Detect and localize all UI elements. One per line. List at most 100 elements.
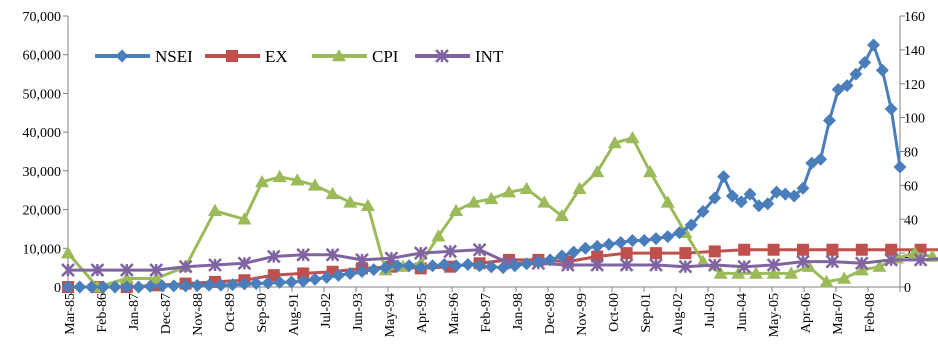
legend-marker <box>332 49 346 62</box>
data-point-int <box>737 259 752 274</box>
data-point-cpi <box>237 212 252 225</box>
data-point-nsei <box>734 195 748 209</box>
data-point-int <box>854 256 869 271</box>
y-left-tick-label: 10,000 <box>23 242 62 257</box>
data-point-nsei <box>214 278 228 292</box>
legend-item-nsei: NSEI <box>95 47 193 66</box>
data-point-cpi <box>149 271 164 284</box>
data-point-int <box>119 263 134 277</box>
data-point-int <box>266 249 281 264</box>
legend-item-ex: EX <box>205 47 288 66</box>
x-tick-label: Jun-04 <box>735 293 750 331</box>
data-point-nsei <box>761 197 775 211</box>
data-point-int <box>884 253 899 267</box>
data-point-cpi <box>484 191 499 205</box>
legend-item-int: INT <box>415 47 504 66</box>
data-point-nsei <box>96 280 110 294</box>
data-point-nsei <box>320 270 334 284</box>
data-point-nsei <box>261 276 275 290</box>
legend-marker <box>226 50 238 62</box>
data-point-nsei <box>167 279 181 293</box>
data-point-cpi <box>290 173 305 186</box>
data-point-ex <box>826 243 839 256</box>
data-point-cpi <box>554 208 569 222</box>
data-point-nsei <box>85 280 99 294</box>
data-point-nsei <box>531 255 545 269</box>
data-point-nsei <box>673 226 687 240</box>
data-point-cpi <box>784 266 799 279</box>
data-point-nsei <box>614 235 628 249</box>
data-point-nsei <box>449 259 463 273</box>
data-point-nsei <box>884 102 898 116</box>
data-point-nsei <box>414 261 428 275</box>
legend-marker <box>435 49 449 63</box>
data-point-cpi <box>748 266 763 279</box>
data-point-nsei <box>508 259 522 273</box>
data-point-cpi <box>907 246 922 259</box>
y-right-tick-label: 120 <box>904 78 925 93</box>
y-right-tick-label: 100 <box>904 112 925 127</box>
axes: 0 10,000 20,000 30,000 40,000 50,000 60,000 70,… <box>23 10 926 337</box>
data-point-cpi <box>537 195 552 208</box>
data-point-ex <box>297 267 310 280</box>
data-point-nsei <box>661 230 675 244</box>
data-point-int <box>472 242 487 257</box>
data-point-nsei <box>237 277 251 291</box>
x-tick-label: Oct-89 <box>223 293 238 332</box>
data-point-int <box>913 253 928 267</box>
data-point-cpi <box>572 181 587 195</box>
data-point-nsei <box>343 266 357 280</box>
y-right-tick-label: 80 <box>904 146 918 161</box>
data-point-nsei <box>708 191 722 205</box>
data-point-nsei <box>849 67 863 81</box>
data-point-ex <box>767 243 780 256</box>
data-point-cpi <box>696 254 711 267</box>
data-point-nsei <box>684 218 698 232</box>
y-right-tick-label: 40 <box>904 213 918 228</box>
data-point-nsei <box>73 280 87 294</box>
data-point-nsei <box>893 160 907 174</box>
data-point-nsei <box>555 249 569 263</box>
data-point-int <box>413 246 428 261</box>
data-point-nsei <box>108 280 122 294</box>
data-point-ex <box>738 243 751 256</box>
y-left-tick-label: 60,000 <box>23 49 62 64</box>
data-point-cpi <box>119 271 134 284</box>
data-point-ex <box>649 247 662 260</box>
data-point-nsei <box>202 278 216 292</box>
legend-item-cpi: CPI <box>312 47 399 66</box>
data-point-nsei <box>796 181 810 195</box>
data-point-cpi <box>872 259 887 272</box>
x-tick-label: Nov-88 <box>191 293 206 336</box>
data-point-int <box>796 254 810 269</box>
data-point-nsei <box>770 185 784 199</box>
data-point-nsei <box>120 280 134 294</box>
legend: NSEI EX CPI INT <box>95 47 504 66</box>
data-point-nsei <box>132 280 146 294</box>
data-point-int <box>149 263 164 277</box>
data-point-ex <box>591 250 604 263</box>
data-point-nsei <box>273 275 287 289</box>
data-point-nsei <box>725 189 739 203</box>
data-point-cpi <box>343 195 358 208</box>
x-tick-label: Jul-92 <box>319 293 334 328</box>
data-point-nsei <box>752 199 766 213</box>
x-tick-label: Mar-85 <box>63 293 78 335</box>
y-left-tick-label: 40,000 <box>23 126 62 141</box>
data-point-nsei <box>867 38 881 52</box>
data-point-nsei <box>155 279 169 293</box>
data-point-ex <box>885 243 898 256</box>
data-point-nsei <box>426 259 440 273</box>
data-point-cpi <box>660 195 675 208</box>
x-tick-label: Mar-96 <box>447 293 462 335</box>
data-point-cpi <box>61 246 75 259</box>
data-point-int <box>766 258 781 272</box>
data-point-cpi <box>272 169 287 183</box>
data-point-nsei <box>461 258 475 272</box>
data-point-cpi <box>431 229 446 242</box>
data-point-nsei <box>649 232 663 246</box>
y-right-tick-label: 60 <box>904 179 918 194</box>
legend-label: NSEI <box>155 47 193 66</box>
x-tick-label: May-05 <box>767 293 782 337</box>
